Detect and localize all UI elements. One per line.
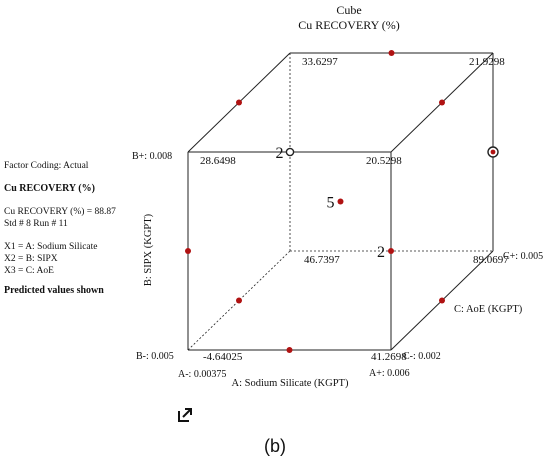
response-title: Cu RECOVERY (%) (4, 183, 95, 194)
design-point (388, 248, 394, 254)
y-axis-label: B: SIPX (KGPT) (143, 213, 154, 286)
chart-subtitle: Cu RECOVERY (%) (298, 18, 400, 32)
c-high-label: C+: 0.005 (503, 251, 543, 262)
z-axis-label: C: AoE (KGPT) (454, 304, 523, 315)
run-count-labels: 2 2 5 (276, 145, 386, 261)
design-point (185, 248, 191, 254)
b-high-label: B+: 0.008 (132, 151, 172, 162)
design-points (185, 50, 499, 353)
corner-label-mpm: 28.6498 (200, 155, 236, 167)
figure-label: (b) (264, 436, 286, 456)
c-low-label: C-: 0.002 (403, 351, 441, 362)
design-point (236, 99, 242, 106)
a-low-label: A-: 0.00375 (178, 369, 226, 380)
corner-label-mmp: 46.7397 (304, 254, 340, 266)
corner-label-mpp: 33.6297 (302, 56, 338, 68)
corner-label-pmp: 89.0697 (473, 254, 509, 266)
x-axis-label: A: Sodium Silicate (KGPT) (232, 378, 349, 389)
design-point-open (285, 147, 295, 157)
factor-x1: X1 = A: Sodium Silicate (4, 242, 98, 252)
factor-x2: X2 = B: SIPX (4, 254, 58, 264)
factor-coding: Factor Coding: Actual (4, 161, 89, 171)
corner-label-pmm: 41.2698 (371, 351, 407, 363)
a-high-label: A+: 0.006 (369, 368, 410, 379)
expand-icon[interactable] (177, 407, 193, 423)
corner-label-mmm: -4.64025 (203, 351, 243, 363)
prediction-value: Cu RECOVERY (%) = 88.87 (4, 207, 116, 217)
corner-label-ppm: 20.5298 (366, 155, 402, 167)
chart-title: Cube (336, 3, 361, 17)
b-low-label: B-: 0.005 (136, 351, 174, 362)
design-point (388, 50, 395, 56)
predicted-note: Predicted values shown (4, 285, 104, 296)
design-point (337, 198, 344, 205)
run-count-label: 2 (276, 145, 284, 162)
design-point (236, 297, 242, 304)
design-point (439, 297, 445, 304)
info-panel: Factor Coding: Actual Cu RECOVERY (%) Cu… (4, 160, 154, 297)
design-point (286, 347, 293, 353)
design-point (439, 99, 445, 106)
run-count-label: 2 (377, 244, 385, 261)
run-count-label: 5 (327, 195, 335, 212)
factor-x3: X3 = C: AoE (4, 266, 54, 276)
corner-value-labels: -4.64025 41.2698 28.6498 20.5298 46.7397 89.0… (200, 56, 509, 363)
design-point-highlighted (490, 149, 496, 155)
std-run: Std # 8 Run # 11 (4, 219, 68, 229)
corner-label-ppp: 21.9298 (469, 56, 505, 68)
